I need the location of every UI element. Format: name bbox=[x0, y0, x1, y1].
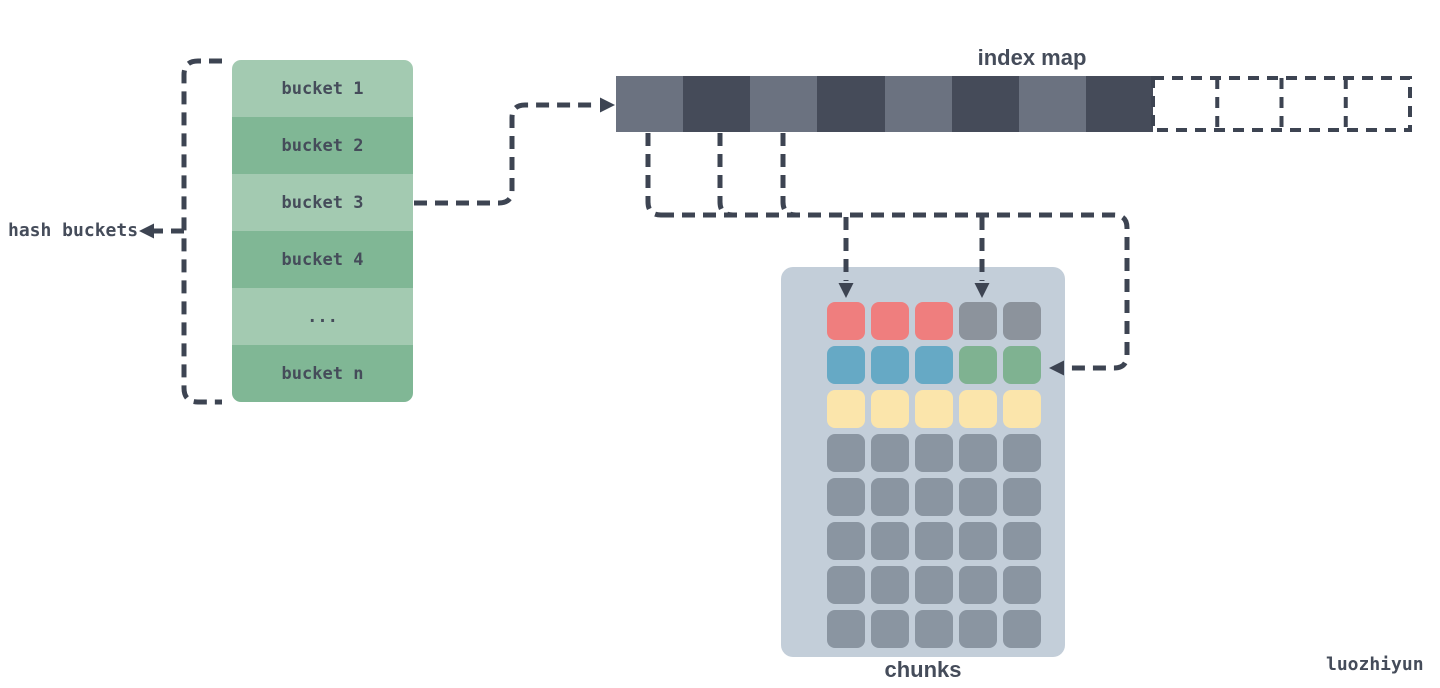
chunk-cell-gray bbox=[827, 610, 865, 648]
chunk-cell-yellow bbox=[871, 390, 909, 428]
indexmap-drop-3 bbox=[780, 133, 797, 218]
chunk-cell-gray bbox=[1003, 566, 1041, 604]
chunks-grid bbox=[827, 302, 1041, 648]
index-map-bar bbox=[616, 76, 1153, 132]
left-arrowhead bbox=[139, 223, 154, 239]
chunk-cell-gray bbox=[871, 478, 909, 516]
bucket-row-label: bucket 3 bbox=[281, 192, 364, 213]
chunk-cell-gray bbox=[1003, 522, 1041, 560]
chunks-label: chunks bbox=[884, 657, 962, 682]
chunk-cell-yellow bbox=[959, 390, 997, 428]
indexmap-drop-2 bbox=[717, 133, 734, 218]
chunk-cell-gray bbox=[827, 522, 865, 560]
chunk-cell-gray bbox=[915, 610, 953, 648]
bucket-row: bucket n bbox=[232, 345, 413, 402]
bucket-row-label: bucket 1 bbox=[281, 78, 364, 99]
index-map-label: index map bbox=[977, 45, 1087, 70]
chunk-cell-gray bbox=[827, 566, 865, 604]
bucket-row-label: bucket 4 bbox=[281, 249, 364, 270]
bucket-list: bucket 1 bucket 2 bucket 3 bucket 4... bucke… bbox=[232, 60, 413, 402]
chunk-cell-red bbox=[827, 302, 865, 340]
chunk-cell-gray bbox=[871, 566, 909, 604]
bucket-row-label: bucket 2 bbox=[281, 135, 364, 156]
chunk-cell-gray bbox=[1003, 434, 1041, 472]
index-map-segment bbox=[884, 76, 952, 132]
chunk-cell-gray-dark bbox=[959, 302, 997, 340]
hash-buckets-label: hash buckets bbox=[8, 220, 139, 241]
bucket-row-label: ... bbox=[307, 306, 338, 327]
chunk-cell-yellow bbox=[1003, 390, 1041, 428]
chunk-cell-gray bbox=[959, 434, 997, 472]
chunk-cell-gray bbox=[871, 610, 909, 648]
chunk-cell-gray bbox=[915, 566, 953, 604]
bucket-row: bucket 3 bbox=[232, 174, 413, 231]
chunk-cell-yellow bbox=[827, 390, 865, 428]
chunk-cell-gray bbox=[1003, 478, 1041, 516]
empty-cells-outline bbox=[1151, 76, 1412, 132]
chunk-cell-gray bbox=[827, 478, 865, 516]
index-map-segment bbox=[750, 76, 818, 132]
right-arrowhead bbox=[600, 97, 615, 113]
bucket-row: bucket 1 bbox=[232, 60, 413, 117]
chunk-cell-yellow bbox=[915, 390, 953, 428]
index-map-segment bbox=[1085, 76, 1153, 132]
chunk-cell-red bbox=[915, 302, 953, 340]
chunk-cell-gray-dark bbox=[1003, 302, 1041, 340]
index-map-segment bbox=[817, 76, 885, 132]
hash-buckets-bracket bbox=[181, 58, 222, 405]
chunk-cell-gray bbox=[915, 434, 953, 472]
chunk-cell-gray bbox=[915, 522, 953, 560]
index-map-segment bbox=[951, 76, 1019, 132]
index-map-segment bbox=[1018, 76, 1086, 132]
chunk-cell-blue bbox=[827, 346, 865, 384]
watermark-label: luozhiyun bbox=[1326, 654, 1424, 675]
chunk-cell-gray bbox=[959, 610, 997, 648]
chunk-cell-gray bbox=[959, 522, 997, 560]
chunk-cell-red bbox=[871, 302, 909, 340]
chunk-cell-gray bbox=[959, 566, 997, 604]
bucket-row: ... bbox=[232, 288, 413, 345]
chunk-cell-gray bbox=[871, 522, 909, 560]
index-map-segment bbox=[683, 76, 751, 132]
chunk-cell-green bbox=[1003, 346, 1041, 384]
bucket3-to-indexmap-arrow bbox=[414, 102, 599, 206]
chunk-cell-gray bbox=[1003, 610, 1041, 648]
index-map-segment bbox=[616, 76, 684, 132]
indexmap-drop-1 bbox=[645, 133, 662, 218]
chunk-cell-gray bbox=[959, 478, 997, 516]
bucket-row: bucket 4 bbox=[232, 231, 413, 288]
chunk-cell-gray bbox=[871, 434, 909, 472]
index-map-empty-cells bbox=[1151, 76, 1412, 132]
bucket-row-label: bucket n bbox=[281, 363, 364, 384]
bucket-row: bucket 2 bbox=[232, 117, 413, 174]
chunk-cell-green bbox=[959, 346, 997, 384]
chunk-cell-gray bbox=[915, 478, 953, 516]
chunk-cell-blue bbox=[915, 346, 953, 384]
chunk-cell-gray bbox=[827, 434, 865, 472]
chunks-panel bbox=[781, 267, 1065, 657]
chunk-cell-blue bbox=[871, 346, 909, 384]
